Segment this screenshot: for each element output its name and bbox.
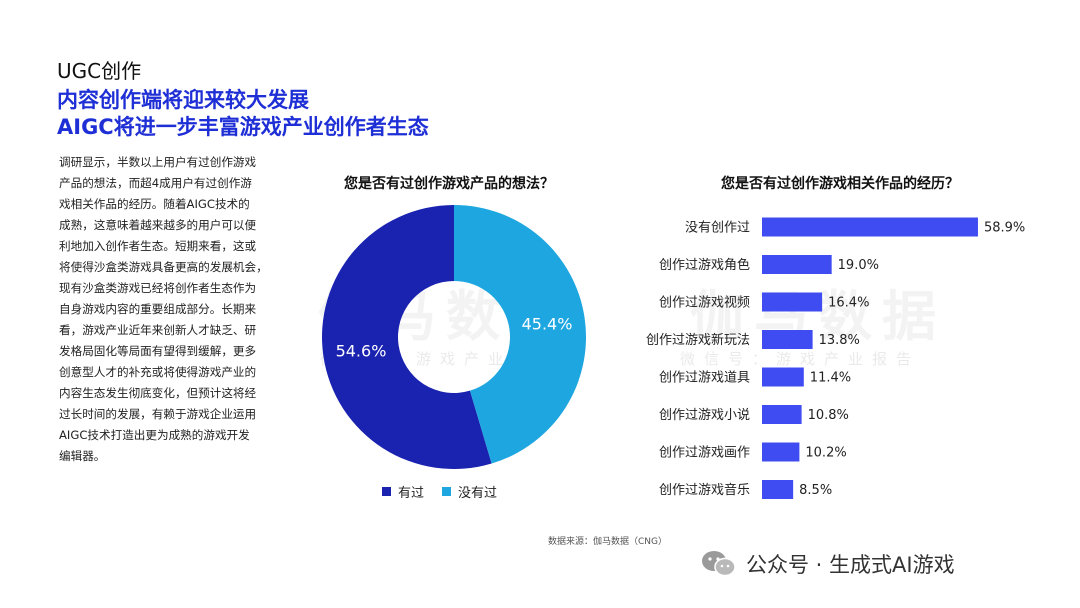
donut-chart: 54.6% 45.4% (322, 205, 586, 469)
body-text-line: 发格局固化等局面有望得到缓解，更多 (59, 344, 257, 358)
bar-category-label: 创作过游戏画作 (659, 446, 750, 461)
body-text-line: 戏相关作品的经历。随着AIGC技术的 (59, 197, 250, 211)
donut-chart-title: 您是否有过创作游戏产品的想法？ (344, 176, 554, 192)
bar-category-label: 创作过游戏道具 (659, 371, 750, 386)
footer-brand-label: 公众号 · 生成式AI游戏 (746, 553, 955, 577)
donut-svg: 54.6% 45.4% (322, 205, 586, 469)
headline-line-2: AIGC将进一步丰富游戏产业创作者生态 (57, 115, 429, 139)
wechat-icon (702, 551, 736, 577)
headline-line-1: 内容创作端将迎来较大发展 (57, 88, 309, 112)
bar (762, 292, 823, 312)
bar-chart: 没有创作过 58.9% 创作过游戏角色 19.0% 创作过游戏视频 16.4% 创作过游戏新… (600, 210, 1060, 510)
body-text-line: 过长时间的发展，有赖于游戏企业运用 (59, 407, 257, 421)
legend-label-yes: 有过 (398, 486, 425, 501)
bar-svg: 没有创作过 58.9% 创作过游戏角色 19.0% 创作过游戏视频 16.4% 创作过游戏新… (646, 217, 1025, 499)
bar-value-label: 19.0% (838, 258, 879, 273)
bar (762, 217, 978, 237)
donut-slice-0 (322, 205, 492, 469)
body-text-line: 利地加入创作者生态。短期来看，这或 (59, 239, 257, 253)
bar (762, 367, 804, 387)
footer-brand: 公众号 · 生成式AI游戏 (700, 549, 955, 579)
legend-swatch-no (442, 487, 452, 496)
legend-item-yes: 有过 (382, 482, 424, 501)
legend-swatch-yes (382, 487, 391, 496)
body-text-line: 成熟，这意味着越来越多的用户可以便 (59, 218, 257, 232)
bar (762, 405, 802, 424)
body-text-line: 现有沙盒类游戏已经将创作者生态作为 (59, 281, 257, 295)
bar-category-label: 没有创作过 (685, 221, 750, 236)
bar-value-label: 16.4% (828, 296, 869, 311)
bar (762, 442, 800, 462)
bar-value-label: 11.4% (810, 371, 851, 386)
body-text-line: 看，游戏产业近年来创新人才缺乏、研 (59, 323, 257, 337)
body-text-line: 调研显示，半数以上用户有过创作游戏 (59, 155, 257, 169)
bar-value-label: 8.5% (799, 483, 832, 498)
donut-value-label-1: 45.4% (522, 314, 573, 333)
body-text: 调研显示，半数以上用户有过创作游戏 产品的想法，而超4成用户有过创作游 戏相关作品的… (59, 152, 277, 467)
bar-category-label: 创作过游戏新玩法 (646, 332, 750, 348)
bar-category-label: 创作过游戏音乐 (659, 482, 750, 498)
body-text-line: AIGC技术打造出更为成熟的游戏开发 (59, 428, 250, 442)
bar-chart-title: 您是否有过创作游戏相关作品的经历？ (721, 176, 959, 192)
headline: 内容创作端将迎来较大发展 AIGC将进一步丰富游戏产业创作者生态 (57, 87, 429, 141)
donut-value-label-0: 54.6% (336, 342, 387, 361)
bar-value-label: 13.8% (819, 333, 860, 348)
body-text-line: 产品的想法，而超4成用户有过创作游 (59, 176, 252, 190)
bar-category-label: 创作过游戏角色 (659, 257, 750, 273)
bar-value-label: 58.9% (984, 221, 1025, 236)
bar-category-label: 创作过游戏小说 (659, 408, 750, 423)
legend-label-no: 没有过 (458, 486, 498, 501)
body-text-line: 内容生态发生彻底变化，但预计这将经 (59, 386, 257, 400)
donut-legend: 有过 没有过 (382, 482, 497, 501)
donut-slice-1 (454, 205, 586, 464)
bar-value-label: 10.2% (805, 446, 846, 461)
bar (762, 480, 794, 499)
data-source: 数据来源：伽马数据（CNG） (548, 537, 667, 547)
legend-item-no: 没有过 (442, 482, 497, 501)
body-text-line: 将使得沙盒类游戏具备更高的发展机会， (59, 260, 268, 274)
bar (762, 330, 813, 349)
bar (762, 255, 832, 274)
section-label: UGC创作 (57, 59, 142, 83)
body-text-line: 编辑器。 (59, 449, 106, 463)
bar-value-label: 10.8% (808, 408, 849, 423)
body-text-line: 创意型人才的补充或将使得游戏产业的 (59, 365, 257, 379)
body-text-line: 自身游戏内容的重要组成部分。长期来 (59, 302, 257, 316)
bar-category-label: 创作过游戏视频 (659, 296, 750, 311)
